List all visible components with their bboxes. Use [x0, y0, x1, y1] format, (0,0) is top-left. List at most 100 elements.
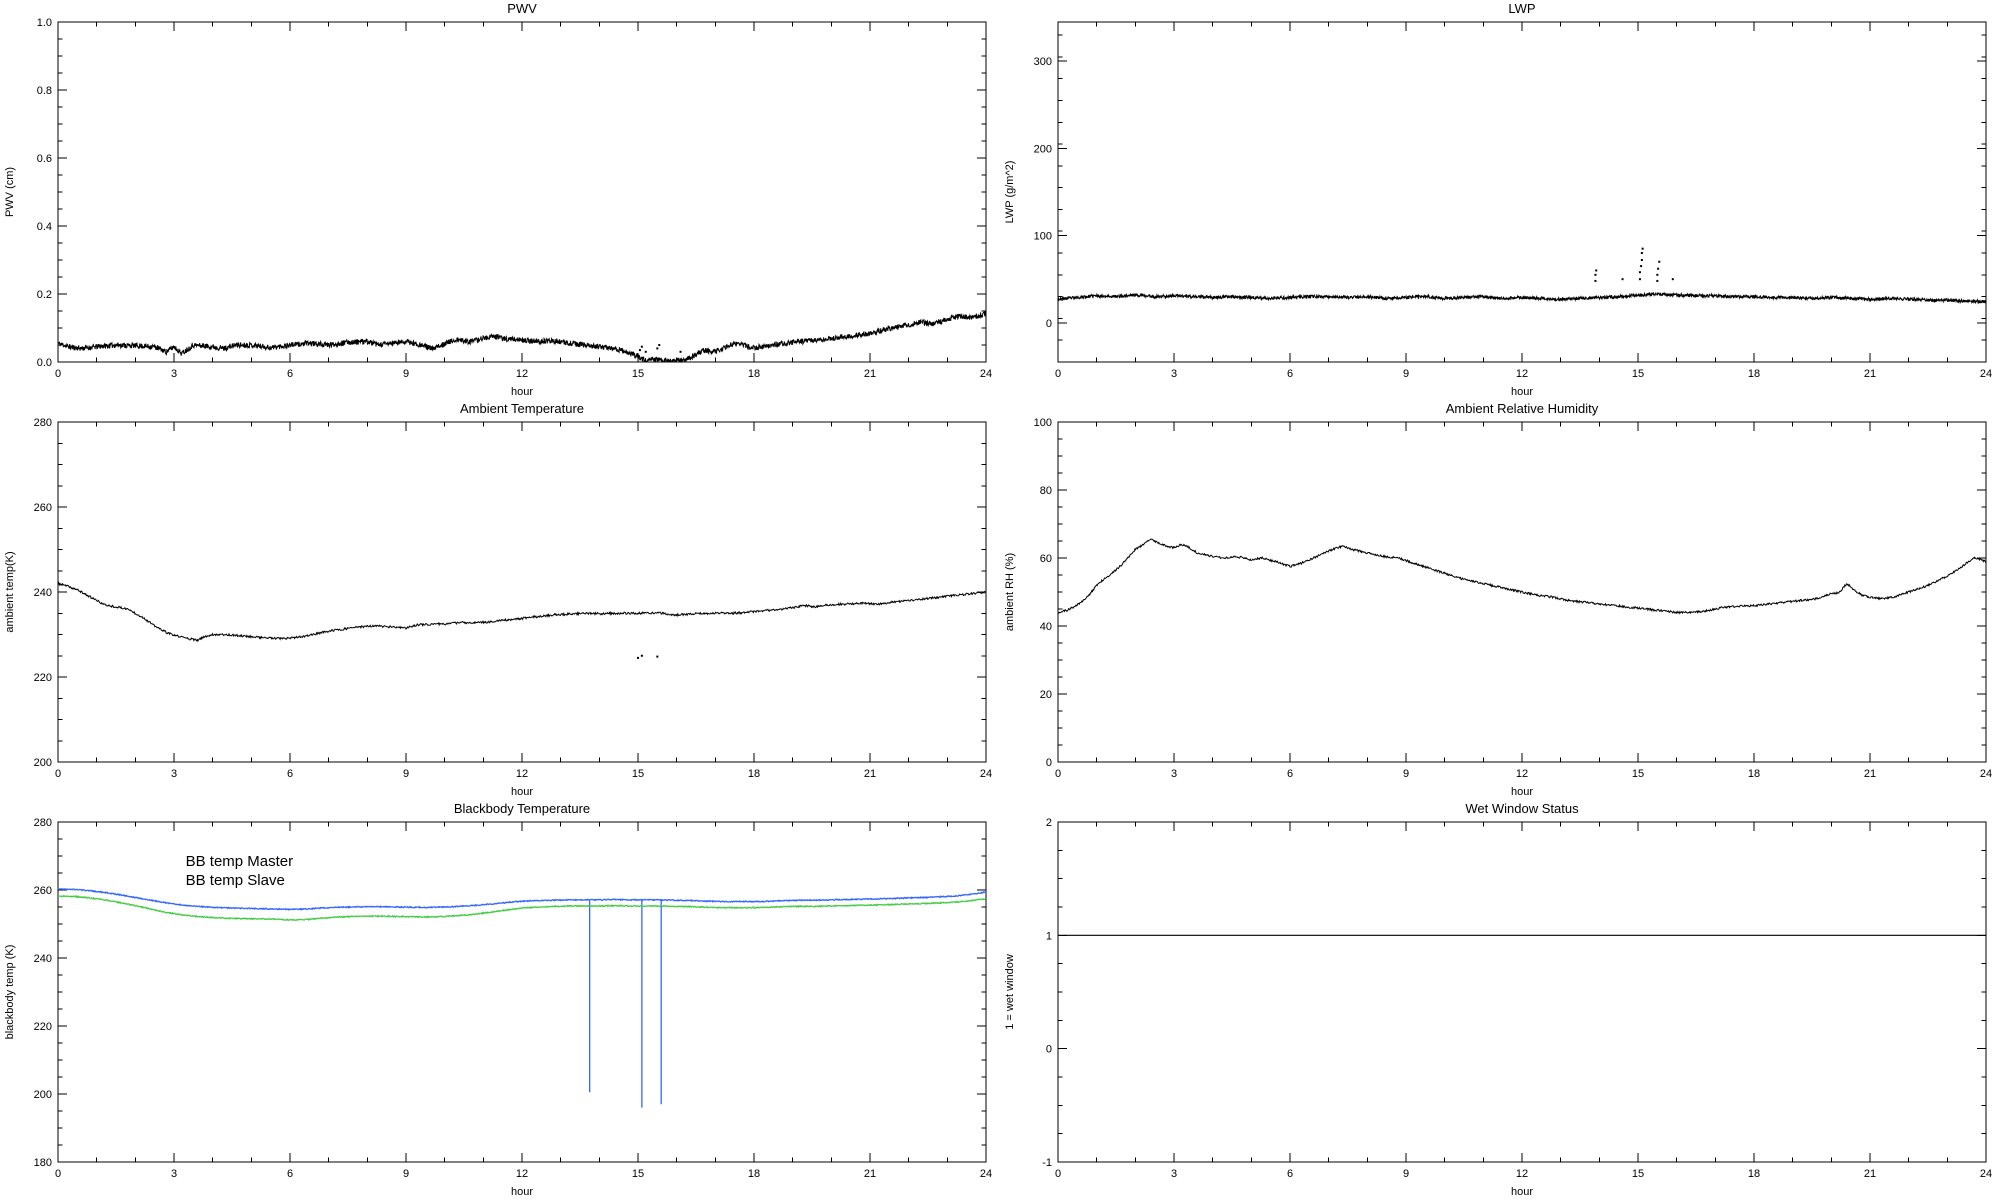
svg-text:PWV: PWV [507, 1, 537, 16]
svg-text:0: 0 [1046, 1044, 1052, 1056]
svg-text:9: 9 [403, 368, 409, 380]
svg-text:0.6: 0.6 [37, 153, 52, 165]
svg-text:24: 24 [1980, 1168, 1992, 1180]
wet-window-status-plot: Wet Window Status 1 = wet window hour 0 3 6 9 1… [1004, 801, 1992, 1198]
svg-text:60: 60 [1040, 553, 1052, 565]
svg-text:ambient RH (%): ambient RH (%) [1004, 553, 1016, 631]
blackbody-temperature-plot: Blackbody Temperature blackbody temp (K) h… [4, 801, 992, 1198]
svg-text:0: 0 [55, 368, 61, 380]
svg-text:180: 180 [34, 1157, 52, 1169]
svg-text:21: 21 [1864, 768, 1876, 780]
svg-text:18: 18 [748, 1168, 760, 1180]
svg-text:21: 21 [1864, 368, 1876, 380]
svg-text:12: 12 [1516, 768, 1528, 780]
svg-text:6: 6 [1287, 1168, 1293, 1180]
svg-text:21: 21 [864, 1168, 876, 1180]
svg-text:Wet Window Status: Wet Window Status [1465, 801, 1579, 816]
svg-text:200: 200 [1034, 143, 1052, 155]
svg-text:-1: -1 [1042, 1157, 1052, 1169]
svg-text:18: 18 [1748, 768, 1760, 780]
svg-text:24: 24 [1980, 768, 1992, 780]
svg-text:3: 3 [1171, 1168, 1177, 1180]
svg-text:100: 100 [1034, 231, 1052, 243]
svg-text:240: 240 [34, 587, 52, 599]
svg-text:9: 9 [403, 768, 409, 780]
svg-text:3: 3 [171, 768, 177, 780]
svg-text:3: 3 [171, 1168, 177, 1180]
svg-text:21: 21 [864, 368, 876, 380]
svg-text:280: 280 [34, 417, 52, 429]
svg-text:300: 300 [1034, 56, 1052, 68]
svg-text:280: 280 [34, 817, 52, 829]
svg-text:0.8: 0.8 [37, 85, 52, 97]
svg-text:220: 220 [34, 1021, 52, 1033]
svg-text:BB temp Master: BB temp Master [186, 853, 294, 870]
svg-text:80: 80 [1040, 485, 1052, 497]
svg-text:20: 20 [1040, 689, 1052, 701]
ambient-relative-humidity-plot: Ambient Relative Humidity ambient RH (%) h… [1004, 401, 1992, 798]
svg-text:15: 15 [632, 368, 644, 380]
svg-text:200: 200 [34, 757, 52, 769]
svg-text:PWV (cm): PWV (cm) [4, 167, 16, 217]
svg-text:18: 18 [1748, 368, 1760, 380]
svg-text:3: 3 [1171, 368, 1177, 380]
svg-text:0: 0 [1055, 368, 1061, 380]
chart-blackbody-temperature: Blackbody Temperature blackbody temp (K) h… [0, 800, 1000, 1200]
svg-text:24: 24 [980, 368, 992, 380]
svg-text:Blackbody Temperature: Blackbody Temperature [454, 801, 590, 816]
svg-text:200: 200 [34, 1089, 52, 1101]
svg-text:21: 21 [1864, 1168, 1876, 1180]
svg-text:LWP (g/m^2): LWP (g/m^2) [1004, 161, 1016, 224]
svg-text:3: 3 [1171, 768, 1177, 780]
svg-text:15: 15 [1632, 768, 1644, 780]
svg-text:hour: hour [511, 786, 533, 798]
chart-ambient-relative-humidity: Ambient Relative Humidity ambient RH (%) h… [1000, 400, 2000, 800]
svg-text:0.0: 0.0 [37, 357, 52, 369]
svg-text:1.0: 1.0 [37, 17, 52, 29]
svg-text:100: 100 [1034, 417, 1052, 429]
svg-text:24: 24 [1980, 368, 1992, 380]
svg-text:260: 260 [34, 885, 52, 897]
pwv-plot: PWV PWV (cm) hour 0 3 6 9 12 15 18 21 24 0.0 0.2 0.4 0.… [4, 1, 992, 398]
ambient-temperature-plot: Ambient Temperature ambient temp(K) hour 0 3… [4, 401, 992, 798]
svg-text:9: 9 [403, 1168, 409, 1180]
svg-text:0: 0 [1046, 318, 1052, 330]
svg-text:0.4: 0.4 [37, 221, 52, 233]
svg-text:15: 15 [632, 1168, 644, 1180]
svg-text:hour: hour [511, 386, 533, 398]
svg-text:18: 18 [748, 368, 760, 380]
chart-pwv: PWV PWV (cm) hour 0 3 6 9 12 15 18 21 24 0.0 0.2 0.4 0.… [0, 0, 1000, 400]
svg-text:6: 6 [287, 1168, 293, 1180]
svg-text:40: 40 [1040, 621, 1052, 633]
svg-text:21: 21 [864, 768, 876, 780]
svg-text:2: 2 [1046, 817, 1052, 829]
chart-ambient-temperature: Ambient Temperature ambient temp(K) hour 0 3… [0, 400, 1000, 800]
svg-text:0: 0 [55, 1168, 61, 1180]
svg-text:12: 12 [516, 1168, 528, 1180]
svg-text:15: 15 [1632, 368, 1644, 380]
svg-text:0: 0 [55, 768, 61, 780]
svg-text:hour: hour [1511, 386, 1533, 398]
svg-text:blackbody temp (K): blackbody temp (K) [4, 945, 16, 1040]
svg-text:6: 6 [1287, 368, 1293, 380]
svg-text:3: 3 [171, 368, 177, 380]
svg-text:12: 12 [1516, 368, 1528, 380]
svg-text:12: 12 [1516, 1168, 1528, 1180]
svg-text:Ambient Temperature: Ambient Temperature [460, 401, 584, 416]
svg-text:1 = wet window: 1 = wet window [1004, 954, 1016, 1030]
svg-text:9: 9 [1403, 368, 1409, 380]
svg-text:12: 12 [516, 768, 528, 780]
svg-text:0: 0 [1055, 1168, 1061, 1180]
lwp-plot: LWP LWP (g/m^2) hour 0 3 6 9 12 15 18 21 24 0 100 200 3… [1004, 1, 1992, 398]
svg-text:hour: hour [1511, 786, 1533, 798]
svg-text:0.2: 0.2 [37, 289, 52, 301]
svg-text:9: 9 [1403, 1168, 1409, 1180]
chart-wet-window-status: Wet Window Status 1 = wet window hour 0 3 6 9 1… [1000, 800, 2000, 1200]
svg-text:24: 24 [980, 1168, 992, 1180]
svg-text:260: 260 [34, 502, 52, 514]
svg-text:6: 6 [287, 368, 293, 380]
svg-text:ambient temp(K): ambient temp(K) [4, 551, 16, 632]
svg-text:LWP: LWP [1508, 1, 1535, 16]
svg-text:hour: hour [511, 1186, 533, 1198]
svg-text:18: 18 [748, 768, 760, 780]
